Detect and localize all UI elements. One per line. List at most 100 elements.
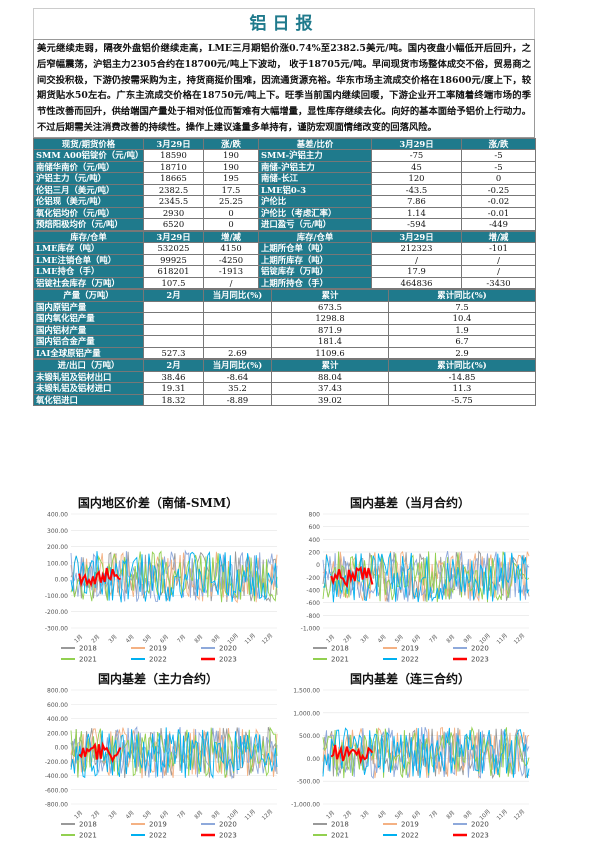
- x-tick-label: 3月: [107, 633, 118, 644]
- x-tick-label: 6月: [411, 633, 422, 644]
- y-tick-label: 400: [309, 537, 321, 544]
- table-row: 沪铝主力（元/吨） 18665 195 南储-长江 120 0: [33, 172, 536, 185]
- table-cell: 120: [371, 172, 462, 185]
- table-cell: 4150: [203, 242, 259, 255]
- table-cell: 1109.6: [271, 346, 389, 360]
- row-label: LME库存（吨）: [33, 242, 144, 255]
- chart-title: 国内基差（当月合约）: [349, 496, 470, 510]
- table-cell: -4250: [203, 253, 259, 267]
- chart-plot: 1,500.00 1,000.00 500.00 0.00 -500.00 -1,000.…: [291, 688, 530, 840]
- x-tick-label: 2月: [90, 633, 101, 644]
- x-tick-label: 7月: [428, 809, 439, 820]
- x-tick-label: 9月: [462, 809, 473, 820]
- chart-title: 国内地区价差（南储-SMM）: [77, 496, 239, 510]
- table-cell: 18710: [143, 160, 204, 174]
- x-tick-label: 3月: [359, 809, 370, 820]
- table-cell: 2345.5: [143, 195, 204, 208]
- x-tick-label: 11月: [495, 808, 509, 822]
- legend-label: 2023: [219, 656, 237, 664]
- table-row: 南储华南价（元/吨） 18710 190 南储-沪铝主力 45 -5: [33, 160, 536, 174]
- table-cell: 2382.5: [143, 183, 204, 197]
- row-label: SMM A00铝锭价（元/吨）: [33, 149, 144, 162]
- row-label: 沪伦比（考虑汇率）: [258, 206, 372, 220]
- chart-plot: 800.00 600.00 400.00 200.00 0.00 -200.00 -400.…: [45, 688, 278, 840]
- column-header: 3月29日: [143, 137, 204, 151]
- y-tick-label: -400.00: [45, 773, 68, 780]
- y-tick-label: 500.00: [299, 733, 320, 740]
- x-tick-label: 7月: [176, 633, 187, 644]
- x-tick-label: 2月: [342, 633, 353, 644]
- row-label: 上期所持仓（手）: [258, 276, 372, 290]
- table-cell: 7.5: [388, 300, 536, 314]
- y-tick-label: -300.00: [45, 626, 68, 633]
- series-line-2022: [70, 551, 278, 603]
- table-cell: /: [461, 265, 536, 278]
- y-tick-label: -600: [306, 600, 320, 607]
- y-tick-label: 0.00: [55, 577, 69, 584]
- legend-label: 2021: [331, 832, 349, 840]
- x-tick-label: 1月: [325, 633, 336, 644]
- y-tick-label: -1,000: [301, 626, 321, 633]
- series-line-2023: [330, 744, 374, 765]
- legend-label: 2022: [401, 832, 419, 840]
- x-tick-label: 9月: [210, 809, 221, 820]
- x-tick-label: 2月: [342, 809, 353, 820]
- table-cell: 2.69: [203, 346, 272, 360]
- legend-label: 2022: [401, 656, 419, 664]
- table-cell: [203, 312, 272, 325]
- table-cell: -1913: [203, 265, 259, 278]
- x-tick-label: 8月: [445, 809, 456, 820]
- row-label: 国内氧化铝产量: [33, 312, 144, 325]
- table-cell: -0.25: [461, 183, 536, 197]
- legend-label: 2018: [331, 821, 349, 829]
- row-label: 沪伦比: [258, 195, 372, 208]
- chart-grid: 国内地区价差（南储-SMM） 400.00 300.00 200.00 100.00 0.…: [33, 494, 535, 840]
- table-cell: 464836: [371, 276, 462, 290]
- x-tick-label: 11月: [243, 632, 257, 646]
- x-tick-label: 5月: [142, 809, 153, 820]
- y-tick-label: 200.00: [47, 730, 68, 737]
- table-cell: 6520: [143, 218, 204, 231]
- row-label: 伦铝三月（美元/吨）: [33, 183, 144, 197]
- legend-label: 2021: [79, 832, 97, 840]
- chart-title: 国内基差（连三合约）: [349, 672, 470, 686]
- column-header: 当月同比(%): [203, 359, 272, 372]
- legend-label: 2020: [471, 821, 489, 829]
- series-line-2021: [322, 726, 530, 779]
- table-cell: -75: [371, 149, 462, 162]
- x-tick-label: 8月: [193, 633, 204, 644]
- table-row: 氧化铝进口 18.32 -8.89 39.02 -5.75: [33, 393, 536, 407]
- y-tick-label: 1,000.00: [293, 710, 320, 717]
- series-line-2022: [322, 727, 530, 779]
- table-row: 伦铝现（美元/吨） 2345.5 25.25 沪伦比 7.86 -0.02: [33, 195, 536, 208]
- table-cell: -0.01: [461, 206, 536, 220]
- table-cell: [203, 300, 272, 314]
- x-tick-label: 12月: [260, 808, 274, 822]
- row-label: 伦铝现（美元/吨）: [33, 195, 144, 208]
- line-chart: 国内地区价差（南储-SMM） 400.00 300.00 200.00 100.00 0.…: [33, 494, 283, 664]
- table-row: 铝锭社会库存（万吨） 107.5/上期所持仓（手） 464836 -3430: [33, 276, 536, 290]
- x-tick-label: 11月: [495, 632, 509, 646]
- column-header: 现货/期货价格: [33, 137, 144, 151]
- table-cell: 35.2: [203, 382, 272, 395]
- table-row: 预焙阳极均价（元/吨） 6520 0 进口盈亏（元/吨） -594 -449: [33, 218, 536, 231]
- table-cell: -5: [461, 160, 536, 174]
- table-row: 国内铝材产量 871.9 1.9: [33, 323, 536, 337]
- table-cell: 1298.8: [271, 312, 389, 325]
- stock-table: 库存/仓单 3月29日 增/减 库存/仓单 3月29日 增/减 LME库存（吨） 532025…: [33, 230, 536, 290]
- y-tick-label: -100.00: [45, 593, 68, 600]
- table-cell: 99925: [143, 253, 204, 267]
- column-header: 增/减: [203, 230, 259, 244]
- column-header: 库存/仓单: [33, 230, 144, 244]
- row-label: 未锻轧铝及铝材进口: [33, 382, 144, 395]
- table-cell: 17.5: [203, 183, 259, 197]
- table-cell: 7.86: [371, 195, 462, 208]
- column-header: 3月29日: [371, 230, 462, 244]
- table-cell: [143, 300, 204, 314]
- table-cell: 0: [203, 206, 259, 220]
- y-tick-label: -600.00: [45, 787, 68, 794]
- y-tick-label: -200: [306, 575, 320, 582]
- column-header: 累计同比(%): [388, 359, 536, 372]
- column-header: 累计同比(%): [388, 289, 536, 302]
- row-label: 南储-长江: [258, 172, 372, 185]
